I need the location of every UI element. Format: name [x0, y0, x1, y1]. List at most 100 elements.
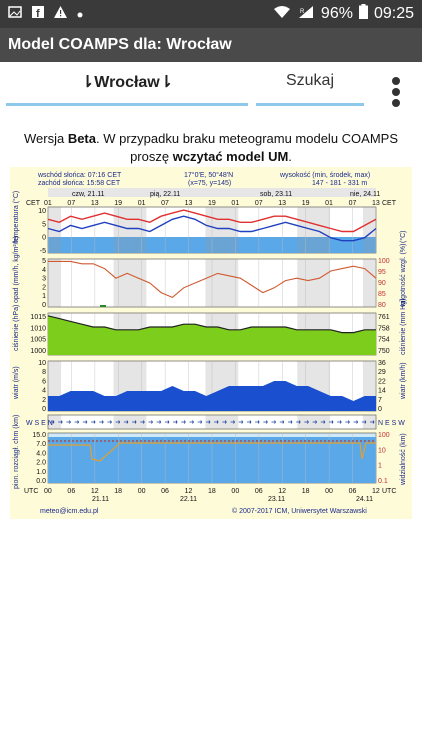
dir-axis-label-right: N E S W — [378, 420, 405, 427]
top-hour-label: 07 — [67, 200, 75, 207]
battery-icon — [358, 4, 368, 24]
direction-arrow — [181, 420, 186, 424]
status-right: R 96% 09:25 — [273, 4, 414, 24]
visibility-tick: 0.1 — [378, 478, 388, 485]
wind-tick: 0 — [42, 406, 46, 413]
top-hour-label: 01 — [231, 200, 239, 207]
direction-arrow — [246, 420, 252, 424]
top-hour-label: 07 — [349, 200, 357, 207]
pressure-tick: 1010 — [30, 325, 46, 332]
height-label: wysokość (min, środek, max) — [279, 172, 370, 179]
humidity-tick: 90 — [378, 280, 386, 287]
meteogram: wschód słońca: 07:16 CET zachód słońca: … — [10, 167, 412, 519]
humidity-tick: 80 — [378, 302, 386, 309]
top-hour-ticks: 01 07 13 19 01 07 13 19 01 07 13 19 01 07 13 — [44, 200, 380, 207]
humidity-tick: 100 — [378, 258, 390, 265]
grid-text: (x=75, y=145) — [188, 180, 231, 187]
night-band — [362, 207, 376, 253]
bottom-hour-ticks: 00 06 12 18 00 06 12 18 00 06 12 18 00 06 12 — [44, 488, 380, 495]
wind-axis-label: wiatr (m/s) — [13, 366, 20, 400]
pressure-mmhg-tick: 758 — [378, 325, 390, 332]
tab-city[interactable]: ⇂Wrocław⇂ — [80, 74, 174, 91]
top-hour-label: 13 — [372, 200, 380, 207]
direction-arrow — [320, 420, 326, 424]
precip-tick: 1 — [42, 293, 46, 300]
cet-label-left: CET — [26, 200, 41, 207]
temp-tick: 5 — [42, 221, 46, 228]
temp-axis-label-right: (°C) — [399, 230, 407, 243]
wifi-icon — [273, 5, 291, 24]
wind-kmh-tick: 0 — [378, 406, 382, 413]
direction-arrow — [312, 420, 318, 424]
pressure-axis-label: ciśnienie (hPa) — [13, 305, 20, 351]
cloud-tick: 2.0 — [36, 460, 46, 467]
precip-tick: 3 — [42, 276, 46, 283]
page-title: Model COAMPS dla: Wrocław — [8, 36, 232, 53]
bottom-hour-label: 00 — [231, 488, 239, 495]
footer-email[interactable]: meteo@icm.edu.pl — [40, 508, 99, 515]
date-label-4: 24.11 — [356, 496, 373, 503]
direction-arrow — [345, 420, 350, 424]
direction-arrow — [148, 420, 153, 424]
date-label-2: 22.11 — [180, 496, 197, 503]
clock: 09:25 — [373, 5, 414, 22]
notice-text-1: Wersja — [23, 131, 68, 146]
direction-arrow — [222, 420, 227, 424]
bottom-hour-label: 00 — [44, 488, 52, 495]
bottom-hour-label: 18 — [208, 488, 216, 495]
top-hour-label: 01 — [138, 200, 146, 207]
cloud-tick: 7.0 — [36, 441, 46, 448]
tab-bar: ⇂Wrocław⇂ Szukaj — [0, 62, 422, 110]
direction-arrow — [140, 420, 145, 424]
notice-link-um[interactable]: wczytać model UM — [172, 149, 289, 164]
pressure-mmhg-tick: 761 — [378, 314, 390, 321]
status-bar: f R 96% 09:25 — [0, 0, 422, 28]
precip-axis-label: opad (mm/h, kg/m²/h) — [13, 236, 20, 303]
direction-arrow — [263, 420, 268, 424]
tab-search[interactable]: Szukaj — [285, 72, 335, 89]
cloud-tick: 0.0 — [36, 478, 46, 485]
direction-arrow — [205, 420, 211, 424]
top-hour-label: 01 — [325, 200, 333, 207]
wind-kmh-tick: 22 — [378, 378, 386, 385]
bottom-hour-label: 12 — [278, 488, 286, 495]
direction-arrow — [66, 420, 71, 424]
bottom-hour-label: 12 — [91, 488, 99, 495]
top-hour-label: 13 — [185, 200, 193, 207]
direction-arrow — [230, 420, 235, 424]
direction-arrow — [370, 420, 375, 424]
temp-tick: 10 — [38, 208, 46, 215]
direction-arrow — [353, 420, 359, 424]
direction-arrow — [58, 420, 63, 424]
temp-tick: -5 — [40, 248, 46, 255]
night-band — [297, 259, 331, 307]
wind-kmh-tick: 7 — [378, 397, 382, 404]
temp-axis-label: temperatura (°C) — [12, 191, 20, 243]
day-band — [48, 188, 376, 197]
top-hour-label: 07 — [161, 200, 169, 207]
direction-arrow — [197, 420, 203, 424]
direction-arrow — [238, 420, 244, 424]
utc-label-right: UTC — [382, 488, 396, 495]
cloud-tick: 1.0 — [36, 469, 46, 476]
humidity-axis-label: wilgotność wzgl. (%) — [400, 244, 407, 308]
night-band — [205, 259, 239, 307]
overflow-menu-icon[interactable] — [386, 74, 406, 108]
direction-panel — [47, 414, 377, 430]
direction-arrow — [164, 420, 170, 424]
axis-ticks: 1050-55432101009590858010151010100510007… — [30, 208, 389, 485]
pressure-mmhg-axis-label: ciśnienie (mm Hg) — [400, 299, 407, 355]
night-band — [362, 415, 376, 429]
wind-kmh-tick: 14 — [378, 388, 386, 395]
temp-tick: 0 — [42, 235, 46, 242]
direction-arrow — [361, 420, 367, 424]
wind-tick: 8 — [42, 369, 46, 376]
humidity-line — [48, 260, 377, 299]
top-hour-label: 19 — [208, 200, 216, 207]
day-label-1: czw, 21.11 — [72, 191, 105, 198]
top-hour-label: 19 — [114, 200, 122, 207]
precip-tick: 4 — [42, 267, 46, 274]
height-values: 147 - 181 - 331 m — [312, 180, 367, 187]
date-label-1: 21.11 — [92, 496, 109, 503]
direction-arrow — [91, 420, 96, 424]
